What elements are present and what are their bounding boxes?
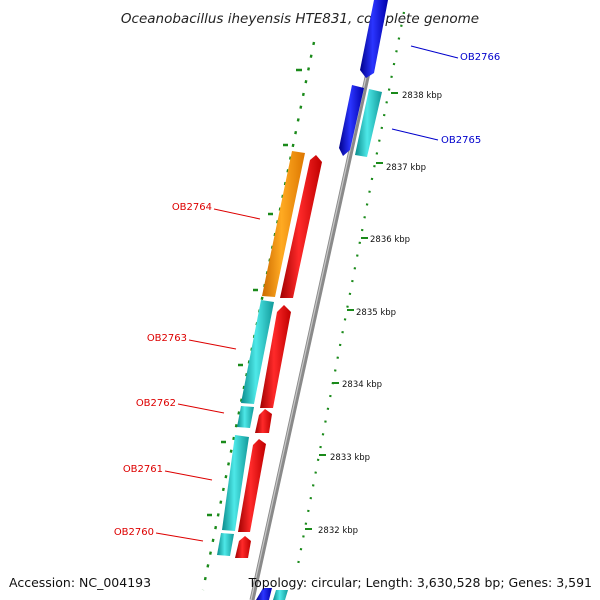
gc-content-track-inner [201,41,316,591]
gene-feature-ob2764[interactable] [280,155,322,298]
leader-line-ob2762 [177,403,225,414]
leader-line-ob2765 [391,128,439,141]
gene-feature-ob2766[interactable] [360,0,388,78]
gene-label-ob2762[interactable]: OB2762 [136,398,176,409]
accession-label: Accession: NC_004193 [9,575,151,590]
rna-feature-ob2763[interactable] [241,300,274,404]
tick-label-2834: 2834 kbp [342,380,382,390]
topology-label: Topology: circular; Length: 3,630,528 bp… [248,575,592,590]
rna-feature-ob2765[interactable] [355,89,382,157]
leader-line-ob2764 [213,208,261,220]
tick-label-2836: 2836 kbp [370,235,410,245]
gene-feature-bottom-blue[interactable] [256,588,272,600]
gene-label-ob2761[interactable]: OB2761 [123,464,163,475]
tick-label-2832: 2832 kbp [318,526,358,536]
gene-feature-ob2763[interactable] [260,305,291,408]
gene-feature-ob2765[interactable] [339,85,364,156]
leader-line-ob2766 [410,45,459,59]
rna-feature-ob2760[interactable] [217,533,234,556]
gene-label-ob2765[interactable]: OB2765 [441,135,481,146]
rna-feature-bottom-cyan[interactable] [273,590,288,600]
tick-marks [305,92,398,530]
gene-label-ob2760[interactable]: OB2760 [114,527,154,538]
map-title: Oceanobacillus iheyensis HTE831, complet… [121,11,479,27]
tick-label-2837: 2837 kbp [386,163,426,173]
rna-feature-ob2762[interactable] [237,406,254,428]
gene-label-ob2764[interactable]: OB2764 [172,202,212,213]
rna-feature-ob2761[interactable] [222,435,249,531]
gene-label-ob2763[interactable]: OB2763 [147,333,187,344]
leader-line-ob2761 [164,470,213,481]
leader-line-ob2763 [188,339,237,350]
tick-label-2838: 2838 kbp [402,91,442,101]
cds-feature-ob2764[interactable] [262,151,305,297]
gene-feature-ob2760[interactable] [235,536,251,558]
leader-line-ob2760 [155,532,204,542]
tick-label-2835: 2835 kbp [356,308,396,318]
gene-feature-ob2761[interactable] [238,439,266,532]
genome-backbone [249,0,387,600]
tick-label-2833: 2833 kbp [330,453,370,463]
gene-feature-ob2762[interactable] [255,409,272,433]
gene-label-ob2766[interactable]: OB2766 [460,52,500,63]
